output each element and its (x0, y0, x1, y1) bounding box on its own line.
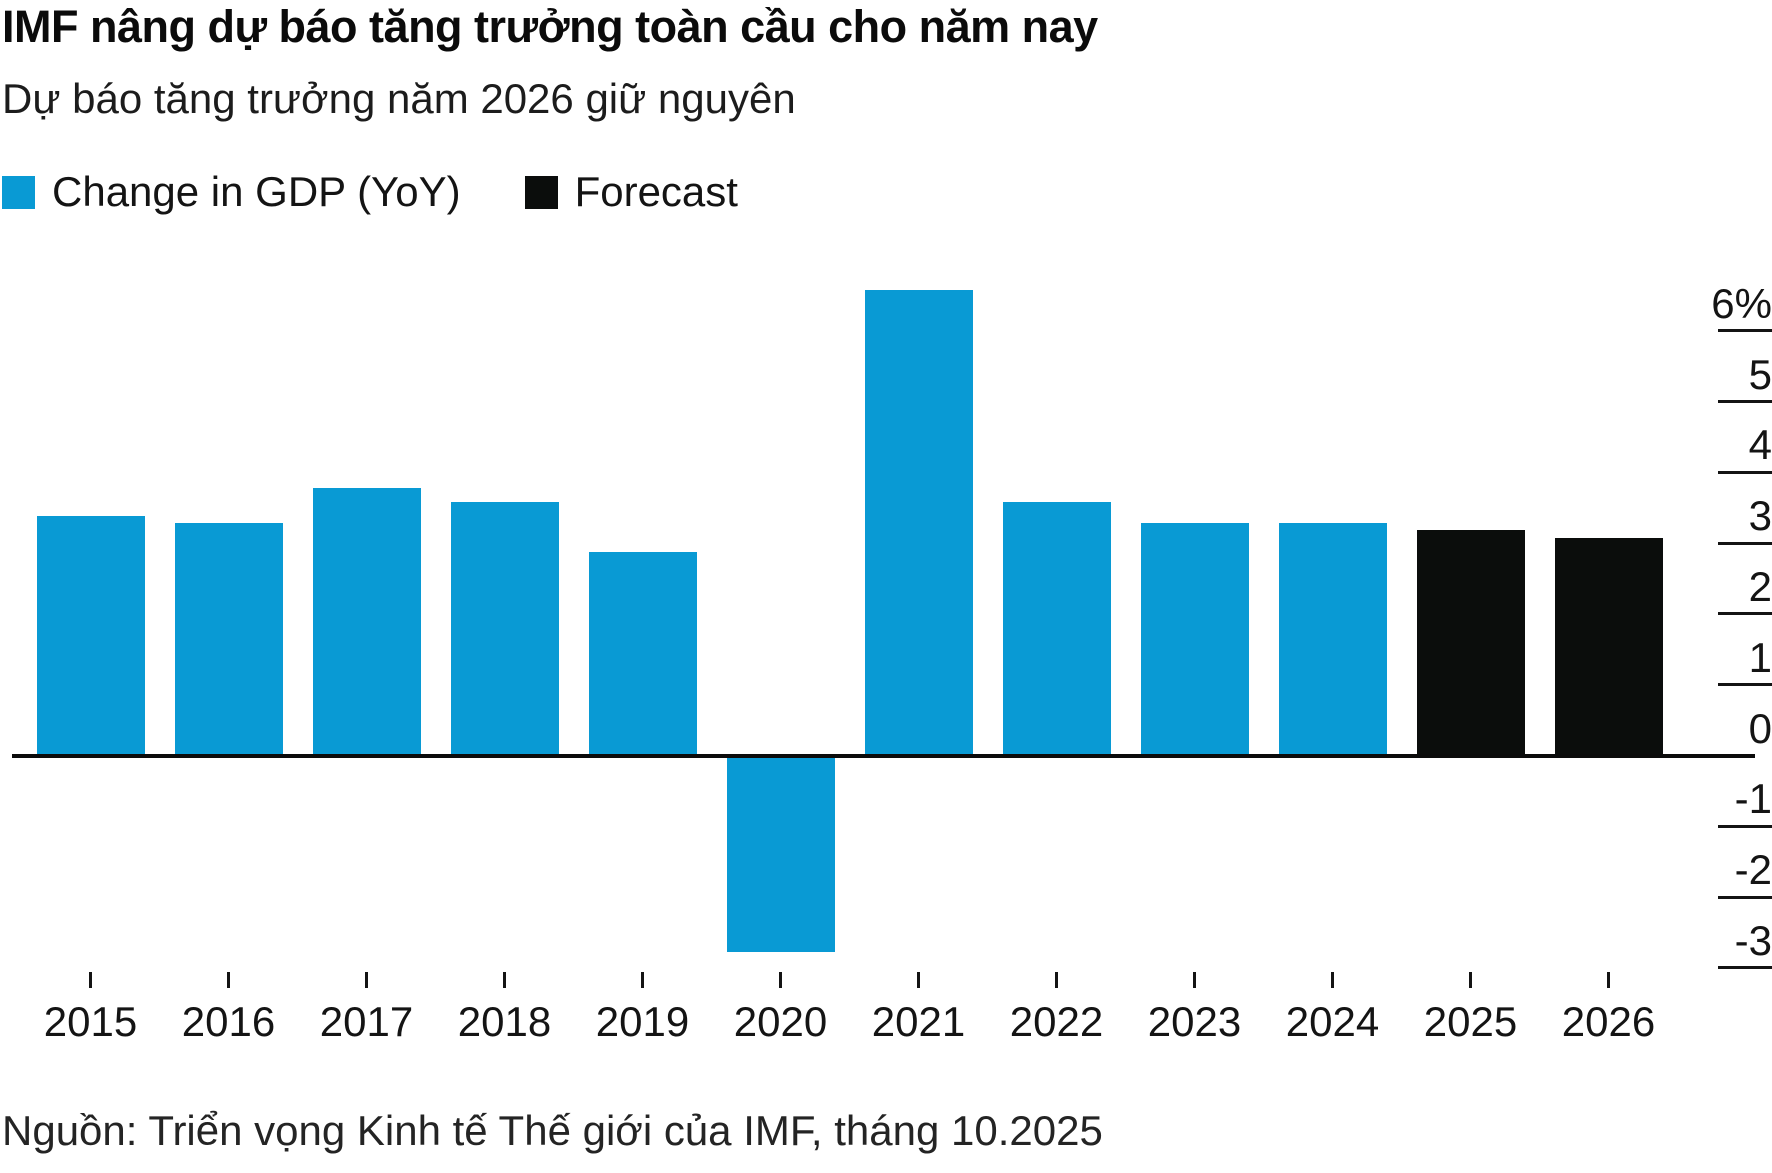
bar-2017 (312, 487, 421, 757)
x-tick-2021 (917, 972, 920, 988)
x-label-2020: 2020 (733, 998, 828, 1045)
x-tick-2018 (503, 972, 506, 988)
x-label-2015: 2015 (43, 998, 138, 1045)
x-label-2021: 2021 (871, 998, 966, 1045)
y-tick--3 (1718, 966, 1772, 970)
x-axis-baseline (12, 753, 1755, 758)
y-label--2: -2 (1734, 846, 1772, 894)
x-tick-2024 (1331, 972, 1334, 988)
legend-label-actual: Change in GDP (YoY) (52, 168, 461, 215)
x-label-2026: 2026 (1561, 998, 1656, 1045)
bar-2016 (174, 523, 283, 757)
x-tick-2019 (641, 972, 644, 988)
x-label-2016: 2016 (181, 998, 276, 1045)
y-label-2: 2 (1748, 562, 1772, 610)
y-tick-3 (1718, 541, 1772, 545)
bar-2021 (864, 289, 973, 757)
bar-2019 (588, 551, 697, 757)
x-tick-2023 (1193, 972, 1196, 988)
x-label-2017: 2017 (319, 998, 414, 1045)
bar-2015 (36, 516, 145, 757)
y-tick--1 (1718, 824, 1772, 828)
x-label-2025: 2025 (1423, 998, 1518, 1045)
legend-label-forecast: Forecast (574, 168, 738, 215)
y-label--1: -1 (1734, 775, 1772, 823)
source-note: Nguồn: Triển vọng Kinh tế Thế giới của I… (2, 1107, 1103, 1154)
y-label-0: 0 (1748, 704, 1772, 752)
legend-swatch-forecast (524, 175, 558, 209)
chart-title: IMF nâng dự báo tăng trưởng toàn cầu cho… (2, 1, 1098, 52)
y-tick-5 (1718, 400, 1772, 403)
y-label-4: 4 (1748, 421, 1772, 469)
x-tick-2020 (779, 972, 782, 988)
y-tick-2 (1718, 612, 1772, 616)
x-label-2019: 2019 (595, 998, 690, 1045)
y-tick-6% (1718, 329, 1772, 333)
bar-2018 (450, 502, 559, 757)
x-tick-2025 (1469, 972, 1472, 988)
bar-2025 (1416, 530, 1525, 757)
bar-2020 (726, 754, 835, 953)
y-tick-1 (1718, 683, 1772, 687)
x-label-2023: 2023 (1147, 998, 1242, 1045)
legend-item-actual: Change in GDP (YoY) (2, 171, 461, 213)
legend-swatch-actual (2, 175, 35, 209)
y-tick-4 (1718, 470, 1772, 474)
y-tick--2 (1718, 895, 1772, 899)
y-label-1: 1 (1748, 633, 1772, 681)
bar-2026 (1554, 537, 1663, 757)
bar-2022 (1002, 502, 1111, 757)
x-tick-2017 (365, 972, 368, 988)
x-tick-2026 (1607, 972, 1610, 988)
chart-subtitle: Dự báo tăng trưởng năm 2026 giữ nguyên (2, 75, 796, 122)
y-label-5: 5 (1748, 350, 1772, 398)
x-label-2024: 2024 (1285, 998, 1380, 1045)
y-label--3: -3 (1734, 916, 1772, 964)
x-tick-2015 (89, 972, 92, 988)
legend: Change in GDP (YoY) Forecast (2, 171, 738, 213)
x-tick-2022 (1055, 972, 1058, 988)
legend-item-forecast: Forecast (524, 168, 738, 215)
x-label-2022: 2022 (1009, 998, 1104, 1045)
bar-2024 (1278, 523, 1387, 757)
x-tick-2016 (227, 972, 230, 988)
y-label-3: 3 (1748, 492, 1772, 540)
x-label-2018: 2018 (457, 998, 552, 1045)
bar-2023 (1140, 523, 1249, 757)
y-label-6%: 6% (1711, 279, 1772, 327)
